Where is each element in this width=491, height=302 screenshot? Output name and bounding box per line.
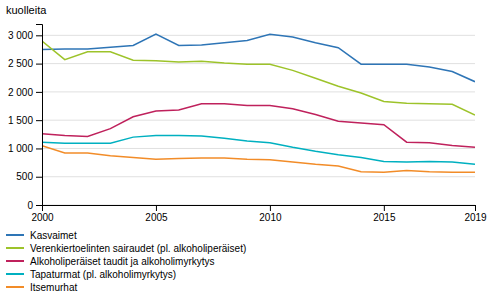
legend-item: Tapaturmat (pl. alkoholimyrkytys) (6, 269, 176, 280)
y-tick-label: 2 500 (8, 58, 33, 69)
y-tick-mark (36, 35, 42, 36)
legend-label: Kasvaimet (30, 230, 77, 241)
y-tick: 2 500 (8, 58, 42, 69)
legend-label: Tapaturmat (pl. alkoholimyrkytys) (30, 269, 176, 280)
y-axis-line (36, 25, 43, 206)
grid-line (42, 91, 475, 92)
y-tick: 3 000 (8, 30, 42, 41)
legend: Kasvaimet Verenkiertoelinten sairaudet (p… (6, 230, 246, 293)
x-tick-label: 2010 (259, 212, 282, 223)
y-tick-label: 2 000 (8, 87, 33, 98)
y-tick-mark (36, 177, 42, 178)
x-tick-mark (156, 205, 157, 211)
x-tick: 2015 (373, 205, 396, 223)
y-tick: 500 (16, 171, 42, 182)
y-axis: 0 500 1 000 1 500 2 000 2 500 3 000 (8, 25, 43, 211)
x-tick-mark (270, 205, 271, 211)
x-tick: 2000 (31, 205, 54, 223)
legend-swatch (6, 273, 24, 275)
series-line (42, 146, 475, 173)
y-tick-mark (36, 205, 42, 206)
legend-item: Verenkiertoelinten sairaudet (pl. alkoho… (6, 243, 246, 254)
legend-item: Alkoholiperäiset taudit ja alkoholimyrky… (6, 256, 215, 267)
y-tick-mark (36, 148, 42, 149)
legend-item: Kasvaimet (6, 230, 77, 241)
x-tick-label: 2005 (145, 212, 168, 223)
y-tick-label: 0 (27, 200, 33, 211)
y-tick-label: 1 500 (8, 115, 33, 126)
x-tick-label: 2019 (464, 212, 487, 223)
grid-line (42, 120, 475, 121)
chart: 2000 2005 2010 2015 2019 0 500 1 000 1 500 2 000 2… (0, 0, 491, 302)
legend-swatch (6, 286, 24, 288)
y-axis-label: kuolleita (6, 4, 47, 16)
legend-swatch (6, 247, 24, 249)
series-line (42, 104, 475, 148)
plot: 2000 2005 2010 2015 2019 0 500 1 000 1 500 2 000 2… (8, 25, 487, 224)
legend-label: Alkoholiperäiset taudit ja alkoholimyrky… (30, 256, 215, 267)
x-tick-mark (475, 205, 476, 211)
legend-swatch (6, 260, 24, 262)
x-tick-label: 2000 (31, 212, 54, 223)
y-tick-mark (36, 92, 42, 93)
y-tick: 1 500 (8, 115, 42, 126)
x-tick-label: 2015 (373, 212, 396, 223)
x-tick-mark (384, 205, 385, 211)
x-tick: 2010 (259, 205, 282, 223)
series-line (42, 34, 475, 82)
y-tick: 0 (27, 200, 42, 211)
y-tick-label: 1 000 (8, 143, 33, 154)
legend-item: Itsemurhat (6, 282, 77, 293)
x-tick: 2019 (464, 205, 487, 223)
y-tick-mark (36, 64, 42, 65)
y-tick-label: 500 (16, 171, 33, 182)
legend-label: Itsemurhat (30, 282, 77, 293)
lines (42, 34, 475, 172)
grid-line (42, 148, 475, 149)
x-axis: 2000 2005 2010 2015 2019 (31, 205, 487, 223)
x-tick: 2005 (145, 205, 168, 223)
y-tick: 2 000 (8, 87, 42, 98)
legend-label: Verenkiertoelinten sairaudet (pl. alkoho… (30, 243, 246, 254)
grid-line (42, 176, 475, 177)
legend-swatch (6, 234, 24, 236)
grid (42, 35, 475, 205)
y-tick-mark (36, 120, 42, 121)
y-tick-label: 3 000 (8, 30, 33, 41)
series-line (42, 41, 475, 115)
y-tick: 1 000 (8, 143, 42, 154)
x-axis-line (43, 206, 476, 212)
grid-line (42, 35, 475, 36)
